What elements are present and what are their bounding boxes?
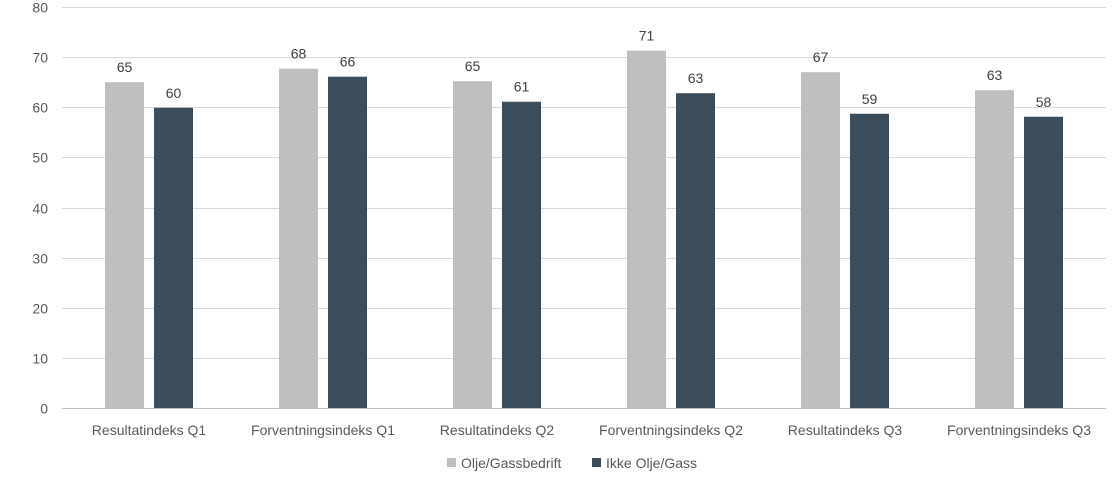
- data-labels: 65 60 68 66 65 61 71 63 67 59 63 58: [117, 28, 1052, 110]
- legend-label: Olje/Gassbedrift: [461, 455, 561, 471]
- bar-ikke-olje-gass: [676, 93, 715, 408]
- bars: [105, 50, 1063, 409]
- y-tick-label: 60: [32, 100, 48, 116]
- data-label: 68: [291, 46, 307, 62]
- bar-ikke-olje-gass: [850, 113, 889, 409]
- x-tick-label: Resultatindeks Q2: [440, 422, 555, 438]
- bar-olje-gassbedrift: [453, 81, 492, 408]
- bar-olje-gassbedrift: [975, 90, 1014, 409]
- bar-olje-gassbedrift: [627, 50, 666, 408]
- y-tick-label: 30: [32, 251, 48, 267]
- y-tick-label: 40: [32, 201, 48, 217]
- bar-olje-gassbedrift: [801, 72, 840, 408]
- bar-ikke-olje-gass: [502, 101, 541, 408]
- data-label: 63: [987, 67, 1003, 83]
- y-tick-label: 0: [40, 401, 48, 417]
- x-tick-label: Forventningsindeks Q3: [947, 422, 1091, 438]
- data-label: 61: [514, 79, 530, 95]
- y-tick-label: 70: [32, 50, 48, 66]
- data-label: 67: [813, 49, 829, 65]
- gridlines: [62, 7, 1106, 409]
- bar-ikke-olje-gass: [1024, 116, 1063, 409]
- y-axis-ticks: 0 10 20 30 40 50 60 70 80: [32, 0, 48, 417]
- bar-ikke-olje-gass: [328, 76, 367, 408]
- data-label: 58: [1036, 94, 1052, 110]
- data-label: 66: [340, 54, 356, 70]
- data-label: 60: [166, 85, 182, 101]
- legend: Olje/Gassbedrift Ikke Olje/Gass: [447, 455, 697, 471]
- x-tick-label: Resultatindeks Q1: [92, 422, 207, 438]
- x-tick-label: Resultatindeks Q3: [788, 422, 903, 438]
- data-label: 59: [862, 91, 878, 107]
- legend-swatch: [447, 458, 456, 467]
- y-tick-label: 20: [32, 301, 48, 317]
- legend-label: Ikke Olje/Gass: [606, 455, 697, 471]
- legend-swatch: [592, 458, 601, 467]
- y-tick-label: 50: [32, 150, 48, 166]
- x-tick-label: Forventningsindeks Q2: [599, 422, 743, 438]
- bar-olje-gassbedrift: [105, 82, 144, 408]
- data-label: 63: [688, 70, 704, 86]
- x-tick-label: Forventningsindeks Q1: [251, 422, 395, 438]
- y-tick-label: 10: [32, 351, 48, 367]
- bar-ikke-olje-gass: [154, 107, 193, 408]
- data-label: 65: [465, 58, 481, 74]
- x-axis-ticks: Resultatindeks Q1 Forventningsindeks Q1 Re…: [92, 422, 1091, 438]
- bar-olje-gassbedrift: [279, 68, 318, 408]
- data-label: 65: [117, 59, 133, 75]
- data-label: 71: [639, 28, 655, 44]
- y-tick-label: 80: [32, 0, 48, 16]
